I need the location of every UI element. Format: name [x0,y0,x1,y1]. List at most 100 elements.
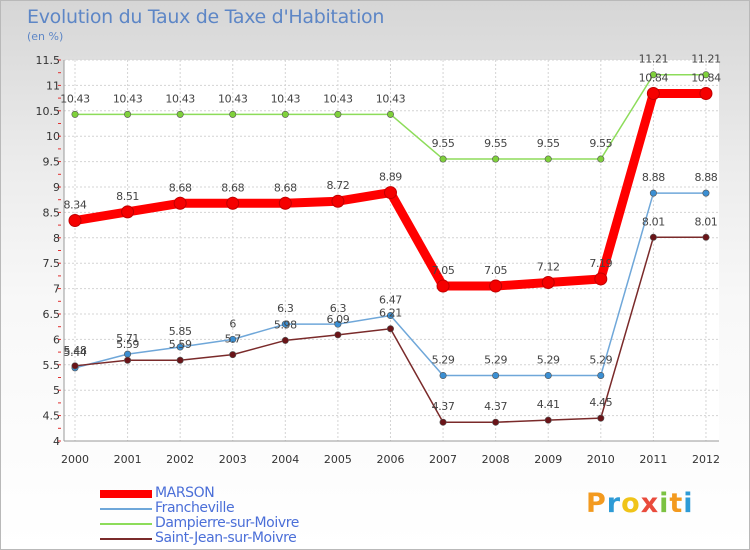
y-tick-label: 8 [53,232,60,245]
data-label: 9.55 [432,137,455,150]
data-label: 8.01 [642,215,665,228]
data-label: 8.89 [379,171,402,184]
data-point [492,371,500,379]
data-label: 5.71 [116,332,139,345]
data-label: 9.55 [537,137,560,150]
data-point [649,71,657,79]
data-label: 10.84 [691,72,721,85]
data-label: 4.37 [432,400,455,413]
y-tick-label: 10.5 [36,105,61,118]
data-point [594,272,608,286]
data-point [492,155,500,163]
data-label: 9.55 [484,137,507,150]
data-point [646,87,660,101]
data-point [699,87,713,101]
data-point [597,414,605,422]
data-label: 6.47 [379,294,402,307]
data-label: 5.7 [225,333,242,346]
data-label: 7.05 [484,264,507,277]
data-point [544,416,552,424]
data-point [386,110,394,118]
data-label: 5.48 [64,344,87,357]
data-label: 9.55 [589,137,612,150]
x-tick-label: 2002 [166,453,194,466]
data-label: 6.21 [379,307,402,320]
data-point [124,110,132,118]
data-point [173,196,187,210]
data-point [439,418,447,426]
data-point [702,233,710,241]
data-label: 6.3 [277,302,294,315]
legend-label-francheville: Francheville [155,500,235,516]
data-point [281,336,289,344]
data-label: 4.37 [484,400,507,413]
data-point [68,214,82,228]
y-tick-label: 5 [53,384,60,397]
data-label: 5.85 [169,325,192,338]
data-label: 8.68 [169,181,192,194]
x-tick-label: 2003 [219,453,247,466]
data-point [229,335,237,343]
data-point [331,194,345,208]
data-point [649,189,657,197]
logo-letter: x [640,488,660,519]
data-point [489,279,503,293]
data-point [124,356,132,364]
data-label: 5.98 [274,318,297,331]
legend-swatch-francheville [100,508,152,510]
data-label: 8.51 [116,190,139,203]
y-tick-label: 10 [46,130,60,143]
x-tick-label: 2012 [692,453,720,466]
legend-label-dampierre: Dampierre-sur-Moivre [155,515,299,531]
data-point [439,155,447,163]
data-point [334,320,342,328]
data-point [281,110,289,118]
y-tick-label: 7.5 [43,257,61,270]
data-label: 6.3 [330,302,347,315]
data-point [386,312,394,320]
data-point [124,350,132,358]
data-point [544,155,552,163]
legend-swatch-saint-jean [100,538,152,540]
data-label: 6.09 [326,313,349,326]
data-label: 7.05 [432,264,455,277]
data-label: 6 [229,317,236,330]
data-point [597,371,605,379]
data-label: 5.59 [169,338,192,351]
logo-letter: i [659,488,670,519]
data-point [71,110,79,118]
x-tick-label: 2006 [376,453,404,466]
x-tick-label: 2009 [534,453,562,466]
y-tick-label: 11.5 [36,54,61,67]
data-label: 7.19 [589,257,612,270]
data-point [386,325,394,333]
data-point [71,362,79,370]
data-point [702,71,710,79]
logo-letter: P [586,488,607,519]
y-tick-label: 4 [53,435,60,448]
x-tick-label: 2001 [114,453,142,466]
data-point [176,110,184,118]
legend-swatch-dampierre [100,523,152,525]
data-point [597,155,605,163]
data-label: 8.34 [64,199,87,212]
data-label: 5.29 [537,353,560,366]
y-tick-label: 5.5 [43,359,61,372]
unit-label: (en %) [27,30,64,43]
data-point [229,110,237,118]
data-point [226,196,240,210]
y-tick-label: 6 [53,333,60,346]
data-point [278,196,292,210]
data-label: 7.12 [537,261,560,274]
x-tick-label: 2008 [482,453,510,466]
line-chart: 4 4.5 5 5.5 6 6.5 7 7.5 8 8.5 9 9.5 10 10.5 11 11.5 2000… [36,53,722,466]
data-point [541,276,555,290]
y-tick-label: 9 [53,181,60,194]
data-label: 5.29 [484,353,507,366]
y-tick-label: 8.5 [43,206,61,219]
data-label: 8.72 [326,179,349,192]
data-point [229,351,237,359]
legend-label-saint-jean: Saint-Jean-sur-Moivre [155,530,297,546]
data-point [649,233,657,241]
data-point [334,110,342,118]
